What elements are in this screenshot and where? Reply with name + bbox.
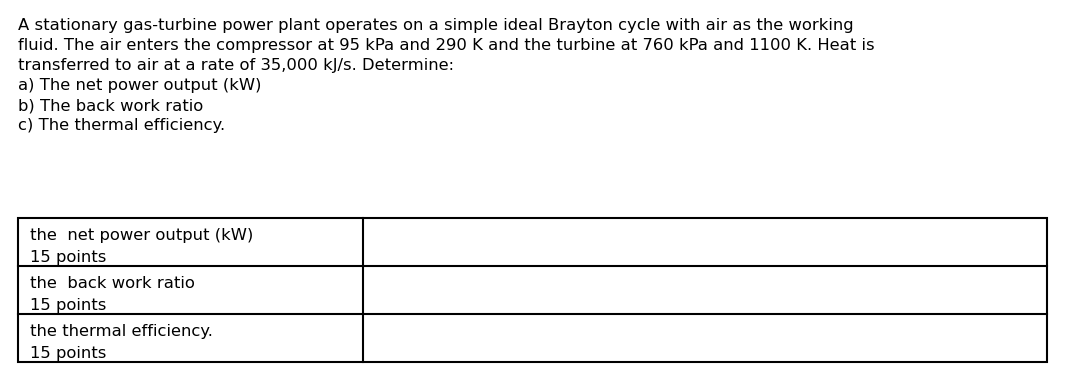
Text: 15 points: 15 points — [30, 346, 106, 361]
Text: the thermal efficiency.: the thermal efficiency. — [30, 324, 213, 339]
Text: A stationary gas-turbine power plant operates on a simple ideal Brayton cycle wi: A stationary gas-turbine power plant ope… — [18, 18, 874, 133]
Bar — [18, 218, 1047, 362]
Text: 15 points: 15 points — [30, 250, 106, 265]
Text: 15 points: 15 points — [30, 298, 106, 313]
Text: the  back work ratio: the back work ratio — [30, 276, 195, 291]
Text: the  net power output (kW): the net power output (kW) — [30, 228, 253, 243]
